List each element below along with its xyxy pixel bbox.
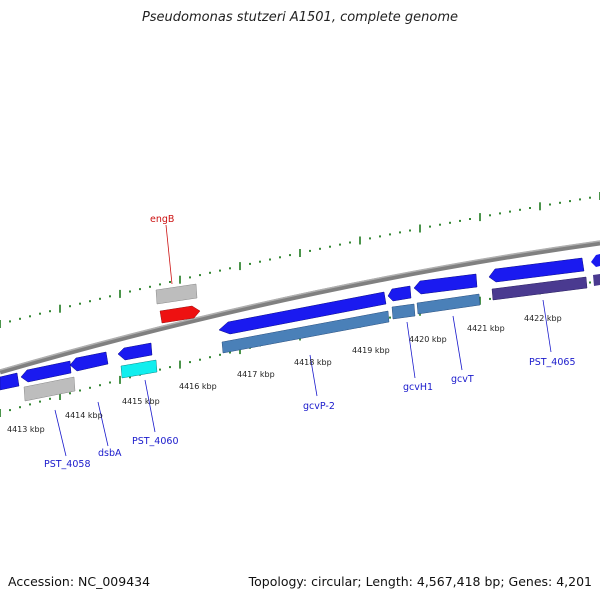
- gene-gcvh1-cds[interactable]: [387, 285, 412, 302]
- gene-left-edge-cds[interactable]: [0, 372, 20, 391]
- accession-text: Accession: NC_009434: [8, 574, 151, 589]
- gene-edge-cds[interactable]: [591, 254, 600, 267]
- gene-dsba-cds[interactable]: [69, 351, 109, 372]
- label-gcvt[interactable]: gcvT: [451, 374, 474, 385]
- genome-backbone: [0, 240, 600, 375]
- map-title: Pseudomonas stutzeri A1501, complete gen…: [141, 10, 459, 25]
- tick-label: 4420 kbp: [409, 335, 447, 344]
- gene-pst4060-cyan[interactable]: [120, 359, 158, 379]
- label-pst4065[interactable]: PST_4065: [529, 357, 576, 368]
- tick-label: 4415 kbp: [122, 397, 160, 406]
- gene-edge-purple[interactable]: [593, 274, 600, 286]
- forward-strand-genes: [155, 254, 600, 354]
- gene-labels: engB PST_4058 dsbA PST_4060 gcvP-2 gcvH1…: [44, 214, 576, 470]
- tick-labels: 4413 kbp 4414 kbp 4415 kbp 4416 kbp 4417…: [7, 314, 562, 434]
- tick-label: 4422 kbp: [524, 314, 562, 323]
- label-gcvh1[interactable]: gcvH1: [403, 382, 433, 393]
- tick-label: 4419 kbp: [352, 346, 390, 355]
- gene-pst4065-cds[interactable]: [488, 257, 585, 283]
- label-pst4058[interactable]: PST_4058: [44, 459, 91, 470]
- label-gcvp-2[interactable]: gcvP-2: [303, 401, 335, 412]
- gene-gcvt-cds[interactable]: [413, 273, 478, 295]
- gene-gcvp-2-steel[interactable]: [221, 310, 390, 354]
- gene-engb-red[interactable]: [159, 305, 201, 324]
- gene-pst4058-cds[interactable]: [20, 360, 72, 383]
- genome-summary-text: Topology: circular; Length: 4,567,418 bp…: [248, 574, 592, 589]
- gene-gcvh1-steel[interactable]: [391, 303, 416, 320]
- outer-dotted-ring: [0, 192, 600, 328]
- reverse-strand-genes: [0, 342, 158, 402]
- tick-label: 4416 kbp: [179, 382, 217, 391]
- tick-label: 4414 kbp: [65, 411, 103, 420]
- tick-label: 4418 kbp: [294, 358, 332, 367]
- tick-label: 4413 kbp: [7, 425, 45, 434]
- tick-label: 4417 kbp: [237, 370, 275, 379]
- label-dsba[interactable]: dsbA: [98, 448, 122, 459]
- label-engb[interactable]: engB: [150, 214, 174, 225]
- gene-engb-grey[interactable]: [155, 283, 198, 305]
- gene-pst4058-grey[interactable]: [23, 376, 76, 402]
- label-pst4060[interactable]: PST_4060: [132, 436, 179, 447]
- gene-pst4060-cds[interactable]: [117, 342, 153, 361]
- gene-gcvt-steel[interactable]: [416, 293, 481, 315]
- gene-pst4065-purple[interactable]: [491, 276, 588, 301]
- tick-label: 4421 kbp: [467, 324, 505, 333]
- gene-gcvp-2-cds[interactable]: [218, 291, 387, 335]
